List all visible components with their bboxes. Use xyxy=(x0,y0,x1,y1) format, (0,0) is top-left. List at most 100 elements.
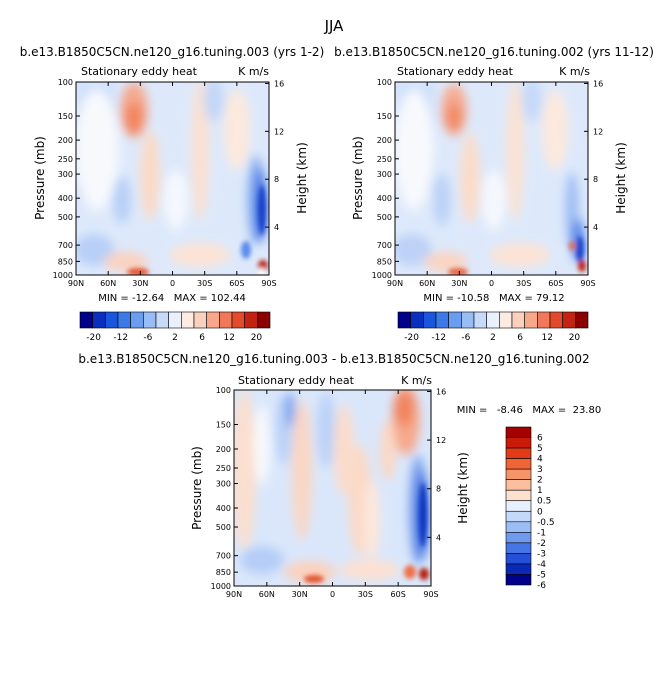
colorbar-swatch xyxy=(410,311,424,329)
colorbar-swatch xyxy=(505,468,532,480)
panel-c-ylabel-right: Height (km) xyxy=(456,452,470,523)
colorbar-tick-label: 20 xyxy=(569,333,581,343)
y-tick-label: 850 xyxy=(216,568,231,577)
colorbar-swatch xyxy=(473,311,487,329)
y-right-tick-label: 4 xyxy=(436,533,441,542)
colorbar-tick-label: 6 xyxy=(537,434,543,444)
x-tick-label: 60N xyxy=(259,590,275,599)
y-tick-label: 700 xyxy=(216,552,231,561)
y-tick-label: 300 xyxy=(377,170,392,179)
colorbar-tick-label: 6 xyxy=(517,333,523,343)
panel-c-ylabel: Pressure (mb) xyxy=(190,446,204,530)
panel-b: b.e13.B1850C5CN.ne120_g16.tuning.002 (yr… xyxy=(334,45,654,343)
y-right-tick-label: 16 xyxy=(436,387,446,396)
x-tick-label: 0 xyxy=(330,590,335,599)
colorbar-swatch xyxy=(505,426,532,438)
panel-b-axes: 90N 60N 30N 0 30S 60S 90S 100 150 200 250 300 400 500… xyxy=(372,78,604,288)
y-right-tick-label: 8 xyxy=(436,485,441,494)
colorbar-swatch xyxy=(130,311,144,329)
panel-b-subtitle-left: Stationary eddy heat xyxy=(397,65,514,78)
panel-a-axes: 90N 60N 30N 0 30S 60S 90S 100 150 200 250 300 400 500… xyxy=(53,78,285,288)
panel-a-colorbar: -20 -12 -6 2 6 12 20 xyxy=(79,311,271,343)
panel-b-ylabel: Pressure (mb) xyxy=(351,136,365,220)
y-right-tick-label: 4 xyxy=(593,223,598,232)
colorbar-swatch xyxy=(461,311,475,329)
colorbar-tick-label: 2 xyxy=(172,333,178,343)
colorbar-tick-label: 20 xyxy=(251,333,263,343)
y-tick-label: 700 xyxy=(58,241,73,250)
x-tick-label: 30S xyxy=(197,279,212,288)
panel-b-stats: MIN = -10.58 MAX = 79.12 xyxy=(423,293,564,304)
panel-b-ylabel-right: Height (km) xyxy=(614,142,628,213)
y-tick-label: 150 xyxy=(58,112,73,121)
y-tick-label: 150 xyxy=(377,112,392,121)
x-tick-label: 90S xyxy=(423,590,438,599)
colorbar-tick-label: -20 xyxy=(86,333,101,343)
x-tick-label: 30S xyxy=(516,279,531,288)
x-tick-label: 60N xyxy=(419,279,435,288)
y-right-tick-label: 12 xyxy=(593,127,603,136)
x-tick-label: 30N xyxy=(292,590,308,599)
colorbar-swatch xyxy=(505,510,532,523)
x-tick-label: 0 xyxy=(489,279,494,288)
x-tick-label: 60N xyxy=(100,279,116,288)
colorbar-tick-label: -2 xyxy=(537,539,546,549)
colorbar-swatch xyxy=(206,311,220,329)
y-tick-label: 500 xyxy=(377,213,392,222)
colorbar-tick-label: -0.5 xyxy=(537,518,555,528)
colorbar-swatch xyxy=(505,563,532,575)
panel-c-subtitle-left: Stationary eddy heat xyxy=(238,374,355,387)
colorbar-swatch xyxy=(562,311,576,329)
colorbar-tick-label: 6 xyxy=(199,333,205,343)
x-tick-label: 30N xyxy=(132,279,148,288)
panel-c-stats: MIN = -8.46 MAX = 23.80 xyxy=(457,405,601,416)
colorbar-tick-label: 1 xyxy=(537,486,543,496)
colorbar-swatch xyxy=(155,311,169,329)
colorbar-swatch xyxy=(549,311,563,329)
y-tick-label: 1000 xyxy=(372,271,392,280)
colorbar-tick-label: 0.5 xyxy=(537,497,551,507)
x-tick-label: 90N xyxy=(68,279,84,288)
colorbar-swatch xyxy=(486,311,500,329)
y-tick-label: 500 xyxy=(216,523,231,532)
colorbar-tick-label: -3 xyxy=(537,549,546,559)
y-tick-label: 850 xyxy=(377,257,392,266)
colorbar-tick-label: -12 xyxy=(431,333,446,343)
colorbar-swatch xyxy=(575,311,589,329)
colorbar-swatch xyxy=(231,311,245,329)
colorbar-swatch xyxy=(257,311,271,329)
panel-a-contour-field xyxy=(76,82,269,275)
panel-a-ylabel: Pressure (mb) xyxy=(33,136,47,220)
colorbar-tick-label: -4 xyxy=(537,560,546,570)
y-tick-label: 850 xyxy=(58,257,73,266)
colorbar-tick-label: -6 xyxy=(461,333,470,343)
colorbar-swatch xyxy=(505,553,532,565)
y-tick-label: 100 xyxy=(58,78,73,87)
x-tick-label: 60S xyxy=(548,279,563,288)
panel-a-subtitle-right: K m/s xyxy=(238,65,269,78)
colorbar-swatch xyxy=(193,311,207,329)
y-tick-label: 250 xyxy=(377,155,392,164)
colorbar-swatch xyxy=(505,479,532,491)
colorbar-swatch xyxy=(423,311,437,329)
y-right-tick-label: 12 xyxy=(274,127,284,136)
colorbar-swatch xyxy=(143,311,157,329)
colorbar-swatch xyxy=(511,311,525,329)
panel-a-title: b.e13.B1850C5CN.ne120_g16.tuning.003 (yr… xyxy=(20,45,325,59)
x-tick-label: 30N xyxy=(451,279,467,288)
panel-b-subtitle-right: K m/s xyxy=(559,65,590,78)
colorbar-swatch xyxy=(524,311,538,329)
y-tick-label: 1000 xyxy=(53,271,73,280)
colorbar-swatch xyxy=(117,311,131,329)
y-right-tick-label: 12 xyxy=(436,436,446,445)
y-tick-label: 100 xyxy=(216,386,231,395)
colorbar-swatch xyxy=(435,311,449,329)
x-tick-label: 90S xyxy=(261,279,276,288)
panel-c-axes: 90N 60N 30N 0 30S 60S 90S 100 150 200 250 300 400 500… xyxy=(211,386,447,599)
x-tick-label: 90S xyxy=(580,279,595,288)
panel-c-subtitle-right: K m/s xyxy=(401,374,432,387)
x-tick-label: 90N xyxy=(226,590,242,599)
y-right-tick-label: 8 xyxy=(274,175,279,184)
colorbar-swatch xyxy=(92,311,106,329)
